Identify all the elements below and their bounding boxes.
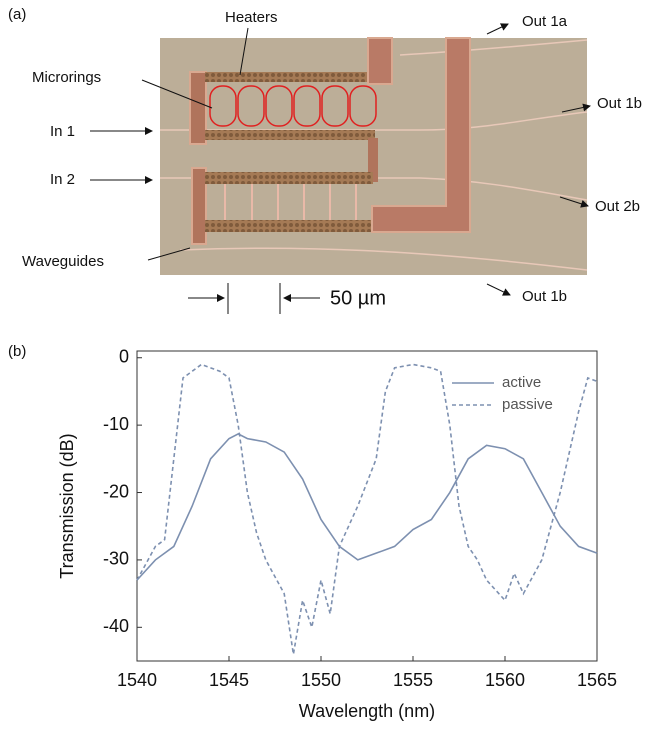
chart: 1540 1545 1550 1555 1560 1565 0 -10 -20 -30 -40 Wav…	[57, 346, 617, 720]
x-tick-label: 1565	[577, 670, 617, 690]
label-out: Out 1a	[522, 13, 568, 30]
x-tick-label: 1540	[117, 670, 157, 690]
x-tick-label: 1555	[393, 670, 433, 690]
panel-label: (b)	[8, 343, 26, 360]
series-line	[136, 432, 598, 581]
scale-label: 50 µm	[330, 287, 386, 309]
label-out: Out 1b	[597, 95, 642, 112]
label-microrings: Microrings	[32, 69, 101, 86]
label-in1: In 1	[50, 123, 75, 140]
y-tick-label: 0	[119, 346, 129, 366]
legend-label: active	[502, 374, 541, 391]
x-tick-label: 1550	[301, 670, 341, 690]
x-tick-label: 1545	[209, 670, 249, 690]
plot-frame	[136, 350, 598, 662]
label-heaters: Heaters	[225, 9, 278, 26]
x-axis-label: Wavelength (nm)	[299, 701, 435, 721]
micrograph	[160, 37, 588, 275]
y-tick-label: -20	[103, 481, 129, 501]
series-line	[136, 363, 598, 655]
y-axis-label: Transmission (dB)	[57, 433, 77, 578]
annotations: (a) Heaters Microrings In 1 In 2 Wavegui…	[8, 6, 642, 360]
label-in2: In 2	[50, 171, 75, 188]
label-waveguides: Waveguides	[22, 253, 104, 270]
y-tick-label: -40	[103, 616, 129, 636]
y-tick-label: -30	[103, 549, 129, 569]
panel-label: (a)	[8, 6, 26, 23]
label-out: Out 1b	[522, 288, 567, 305]
x-tick-label: 1560	[485, 670, 525, 690]
legend-label: passive	[502, 396, 553, 413]
y-tick-label: -10	[103, 414, 129, 434]
label-out: Out 2b	[595, 198, 640, 215]
